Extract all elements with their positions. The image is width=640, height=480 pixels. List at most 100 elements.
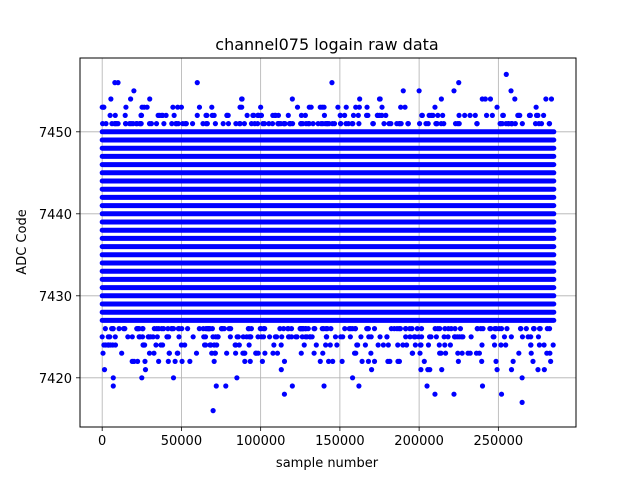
data-point <box>107 334 113 340</box>
data-point <box>114 121 120 127</box>
data-point <box>271 342 277 348</box>
data-point <box>169 121 175 127</box>
data-point <box>135 358 141 364</box>
outlier-point <box>376 96 383 102</box>
data-point <box>523 326 529 332</box>
data-point <box>305 326 311 332</box>
data-point <box>151 350 157 356</box>
outlier-point <box>213 383 219 389</box>
data-point <box>456 112 462 118</box>
data-point <box>102 326 108 332</box>
outlier-point <box>368 367 375 373</box>
data-point <box>536 326 543 332</box>
data-point <box>172 358 178 364</box>
chart-title: channel075 logain raw data <box>215 35 438 54</box>
data-point <box>153 121 160 127</box>
data-point <box>525 334 531 340</box>
data-point <box>517 112 523 118</box>
outlier-point <box>258 104 264 110</box>
data-point <box>323 326 329 332</box>
data-point <box>329 121 336 127</box>
data-point <box>501 334 508 340</box>
data-point <box>364 326 371 332</box>
data-point <box>494 104 500 110</box>
y-tick-label: 7430 <box>39 290 72 305</box>
data-point <box>356 121 362 127</box>
data-point <box>109 326 115 332</box>
data-point <box>122 121 129 127</box>
data-point <box>500 112 506 118</box>
data-point <box>347 334 353 340</box>
data-point <box>275 121 281 127</box>
data-point <box>417 350 423 356</box>
data-point <box>508 334 514 340</box>
adc-code-row <box>99 121 553 127</box>
data-point <box>209 112 215 118</box>
data-point <box>270 350 276 356</box>
data-point <box>459 350 465 356</box>
data-point <box>380 342 386 348</box>
data-point <box>334 342 340 348</box>
data-point <box>209 104 215 110</box>
data-point <box>281 358 288 364</box>
data-point <box>387 358 393 364</box>
data-point <box>337 112 343 118</box>
data-point <box>425 121 431 127</box>
data-point <box>214 334 221 340</box>
data-point <box>414 326 420 332</box>
outlier-point <box>503 71 509 77</box>
data-point <box>411 334 417 340</box>
data-point <box>255 121 261 127</box>
data-point <box>119 350 125 356</box>
data-point <box>171 112 177 118</box>
data-point <box>294 104 301 110</box>
data-point <box>550 342 556 348</box>
data-point <box>370 121 376 127</box>
data-point <box>492 326 498 332</box>
data-point <box>278 367 284 373</box>
data-point <box>418 326 425 332</box>
data-point <box>245 326 251 332</box>
data-point <box>212 121 218 127</box>
data-point <box>194 112 200 118</box>
data-point <box>337 121 344 127</box>
data-point <box>350 326 356 332</box>
data-point <box>528 342 534 348</box>
data-point <box>455 358 461 364</box>
outlier-point <box>432 104 438 110</box>
data-point <box>166 334 172 340</box>
data-point <box>540 112 547 118</box>
data-point <box>179 358 185 364</box>
data-point <box>300 121 306 127</box>
data-point <box>281 326 287 332</box>
data-point <box>445 334 451 340</box>
data-point <box>412 342 418 348</box>
data-point <box>285 326 291 332</box>
data-point <box>246 342 252 348</box>
data-point <box>266 121 272 127</box>
data-point <box>125 334 131 340</box>
data-point <box>327 342 333 348</box>
data-point <box>237 104 243 110</box>
data-point <box>153 342 159 348</box>
data-point <box>235 334 241 340</box>
data-point <box>247 334 253 340</box>
data-point <box>339 358 345 364</box>
data-point <box>212 350 218 356</box>
data-point <box>536 342 543 348</box>
outlier-point <box>107 112 113 118</box>
data-point <box>430 112 436 118</box>
data-point <box>146 334 152 340</box>
data-point <box>437 326 443 332</box>
data-point <box>538 121 545 127</box>
data-point <box>489 112 495 118</box>
data-point <box>203 112 209 118</box>
data-point <box>434 121 440 127</box>
data-point <box>474 326 480 332</box>
data-point <box>262 350 268 356</box>
data-point <box>123 104 129 110</box>
x-tick-label: 50000 <box>161 434 202 449</box>
y-tick-label: 7450 <box>39 126 72 141</box>
data-point <box>266 334 273 340</box>
